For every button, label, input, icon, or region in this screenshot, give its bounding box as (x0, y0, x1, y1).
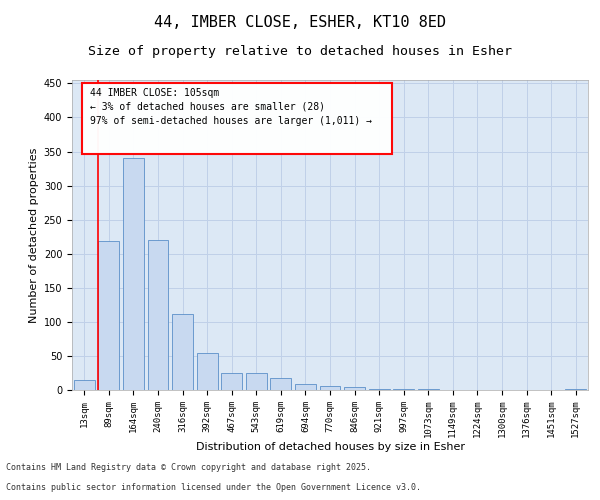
Bar (295, 384, 316, 390)
Text: Contains public sector information licensed under the Open Government Licence v3: Contains public sector information licen… (6, 484, 421, 492)
Bar (74, 380, 95, 390)
Bar (172, 314, 193, 390)
Text: 44 IMBER CLOSE: 105sqm
← 3% of detached houses are smaller (28)
97% of semi-deta: 44 IMBER CLOSE: 105sqm ← 3% of detached … (90, 88, 372, 126)
Bar (271, 378, 292, 390)
Text: Contains HM Land Registry data © Crown copyright and database right 2025.: Contains HM Land Registry data © Crown c… (6, 464, 371, 472)
Bar (344, 386, 365, 390)
Bar (320, 386, 340, 390)
FancyBboxPatch shape (82, 83, 392, 154)
Bar (565, 388, 586, 390)
Bar (98, 242, 119, 390)
Bar (246, 373, 267, 390)
Text: 44, IMBER CLOSE, ESHER, KT10 8ED: 44, IMBER CLOSE, ESHER, KT10 8ED (154, 15, 446, 30)
Text: Size of property relative to detached houses in Esher: Size of property relative to detached ho… (88, 45, 512, 58)
Y-axis label: Number of detached properties: Number of detached properties (29, 148, 40, 322)
X-axis label: Distribution of detached houses by size in Esher: Distribution of detached houses by size … (196, 442, 464, 452)
Bar (221, 373, 242, 390)
Bar (123, 158, 144, 390)
Bar (148, 240, 169, 390)
Bar (197, 352, 218, 390)
